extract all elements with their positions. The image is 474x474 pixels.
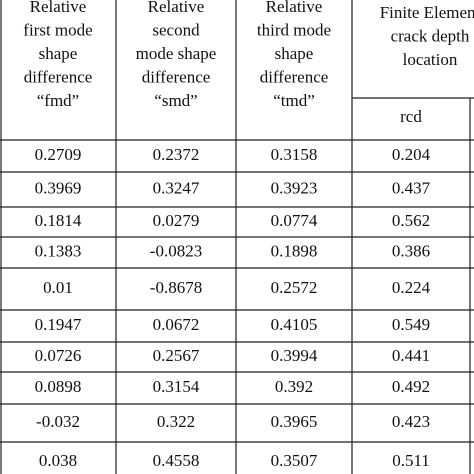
header-text: crack depth bbox=[391, 26, 470, 45]
cell-text: 0.2567 bbox=[153, 346, 200, 365]
cell-text: 0.3994 bbox=[271, 346, 318, 365]
cell-text: 0.0774 bbox=[271, 211, 318, 230]
cell-text: 0.0898 bbox=[35, 377, 82, 396]
cell-text: 0.3507 bbox=[271, 451, 318, 470]
cell-text: 0.2709 bbox=[35, 145, 82, 164]
cell-text: 0.204 bbox=[392, 145, 431, 164]
header-text: mode shape bbox=[136, 44, 217, 63]
header-text: third mode bbox=[257, 20, 331, 39]
header-text: “tmd” bbox=[273, 91, 315, 110]
header-text: difference bbox=[24, 67, 93, 86]
cell-text: 0.2372 bbox=[153, 145, 200, 164]
header-text: difference bbox=[260, 67, 329, 86]
cell-text: 0.038 bbox=[39, 451, 77, 470]
header-text: first mode bbox=[23, 20, 92, 39]
cell-text: 0.386 bbox=[392, 241, 430, 260]
subheader: rcd bbox=[400, 107, 422, 126]
cell-text: 0.549 bbox=[392, 315, 430, 334]
cell-text: 0.01 bbox=[43, 278, 73, 297]
cell-text: 0.1947 bbox=[35, 315, 82, 334]
cell-text: -0.032 bbox=[36, 412, 80, 431]
cell-text: 0.3158 bbox=[271, 145, 318, 164]
cell-text: 0.4558 bbox=[153, 451, 200, 470]
cell-text: 0.437 bbox=[392, 178, 431, 197]
header-text: Relative bbox=[148, 0, 205, 16]
header-text: Relative bbox=[266, 0, 323, 16]
header-text: shape bbox=[275, 44, 314, 63]
cell-text: 0.0726 bbox=[35, 346, 82, 365]
cell-text: 0.492 bbox=[392, 377, 430, 396]
cell-text: 0.1383 bbox=[35, 241, 82, 260]
cell-text: 0.3154 bbox=[153, 377, 200, 396]
cell-text: 0.441 bbox=[392, 346, 430, 365]
cell-text: 0.511 bbox=[392, 451, 430, 470]
cell-text: 0.3923 bbox=[271, 178, 318, 197]
cell-text: -0.8678 bbox=[150, 278, 202, 297]
cell-text: 0.1814 bbox=[35, 211, 82, 230]
cell-text: 0.0672 bbox=[153, 315, 200, 334]
header-text: location bbox=[403, 50, 458, 69]
cell-text: 0.562 bbox=[392, 211, 430, 230]
header-text: “smd” bbox=[154, 91, 197, 110]
header-text: second bbox=[152, 20, 200, 39]
header-text: “fmd” bbox=[37, 91, 79, 110]
cell-text: 0.3969 bbox=[35, 178, 82, 197]
header-text: Finite Element bbox=[380, 3, 474, 22]
cell-text: -0.0823 bbox=[150, 241, 202, 260]
header-text: shape bbox=[39, 44, 78, 63]
header-text: difference bbox=[142, 67, 211, 86]
cell-text: 0.3247 bbox=[153, 178, 200, 197]
cell-text: 0.423 bbox=[392, 412, 430, 431]
cell-text: 0.392 bbox=[275, 377, 313, 396]
cell-text: 0.2572 bbox=[271, 278, 318, 297]
cell-text: 0.4105 bbox=[271, 315, 318, 334]
cell-text: 0.1898 bbox=[271, 241, 318, 260]
cell-text: 0.224 bbox=[392, 278, 431, 297]
cell-text: 0.3965 bbox=[271, 412, 318, 431]
cell-text: 0.322 bbox=[157, 412, 195, 431]
cell-text: 0.0279 bbox=[153, 211, 200, 230]
header-text: Relative bbox=[30, 0, 87, 16]
